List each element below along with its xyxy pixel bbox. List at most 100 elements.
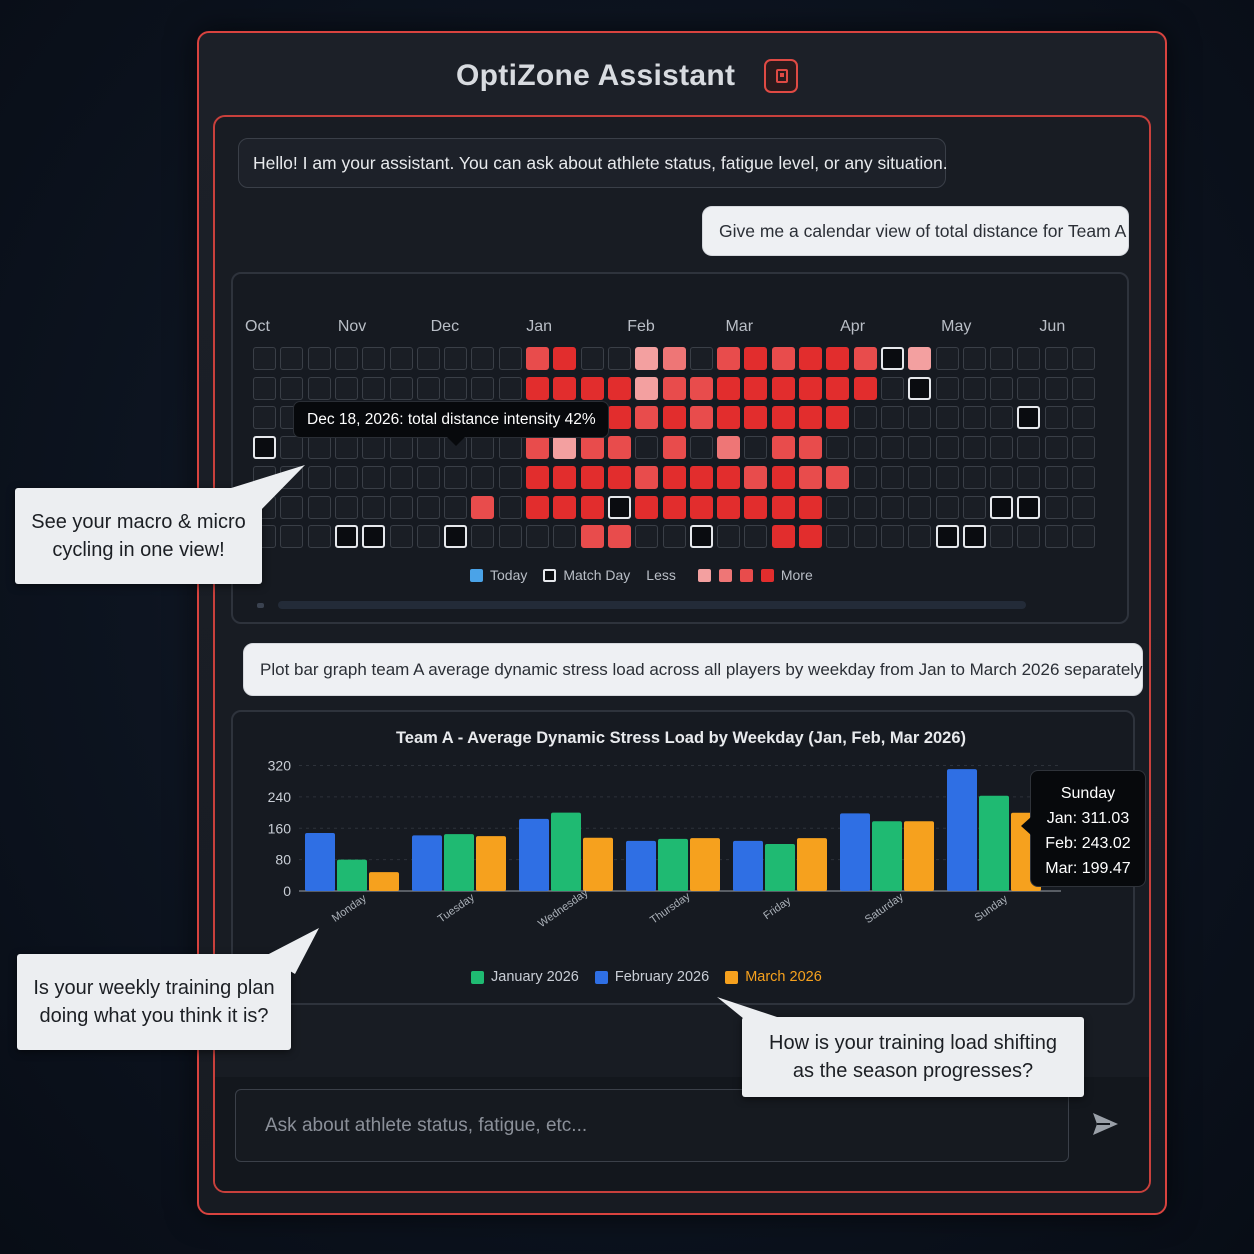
calendar-day-cell[interactable]: [635, 495, 659, 519]
calendar-day-cell[interactable]: [389, 347, 413, 370]
calendar-day-cell[interactable]: [799, 376, 822, 400]
calendar-day-cell[interactable]: [389, 495, 413, 519]
calendar-day-cell[interactable]: [744, 436, 768, 460]
calendar-day-cell[interactable]: [935, 495, 959, 519]
calendar-day-cell[interactable]: [990, 436, 1014, 460]
calendar-day-cell[interactable]: [498, 525, 522, 549]
calendar-day-cell[interactable]: [471, 495, 495, 519]
calendar-day-cell[interactable]: [689, 376, 713, 400]
calendar-day-cell[interactable]: [990, 347, 1014, 370]
calendar-day-cell[interactable]: [607, 465, 631, 489]
calendar-day-cell[interactable]: [471, 436, 495, 460]
calendar-day-cell[interactable]: [362, 376, 386, 400]
calendar-day-cell[interactable]: [1044, 436, 1068, 460]
calendar-day-cell[interactable]: [826, 436, 850, 460]
calendar-day-cell[interactable]: [498, 465, 522, 489]
calendar-day-cell[interactable]: [689, 495, 713, 519]
calendar-day-cell[interactable]: [389, 465, 413, 489]
calendar-day-cell[interactable]: [799, 436, 822, 460]
calendar-day-cell[interactable]: [962, 465, 986, 489]
calendar-day-cell[interactable]: [444, 376, 468, 400]
calendar-day-cell[interactable]: [799, 525, 822, 549]
calendar-day-cell[interactable]: [962, 436, 986, 460]
calendar-day-cell[interactable]: [635, 525, 659, 549]
calendar-day-cell[interactable]: [1017, 436, 1041, 460]
calendar-day-cell[interactable]: [908, 376, 932, 400]
calendar-day-cell[interactable]: [580, 347, 604, 370]
calendar-day-cell[interactable]: [662, 525, 686, 549]
calendar-day-cell[interactable]: [826, 376, 850, 400]
calendar-day-cell[interactable]: [908, 347, 932, 370]
calendar-day-cell[interactable]: [307, 525, 331, 549]
calendar-day-cell[interactable]: [771, 376, 795, 400]
calendar-day-cell[interactable]: [880, 495, 904, 519]
calendar-day-cell[interactable]: [962, 495, 986, 519]
calendar-day-cell[interactable]: [744, 376, 768, 400]
calendar-day-cell[interactable]: [1072, 465, 1095, 489]
calendar-day-cell[interactable]: [990, 465, 1014, 489]
calendar-day-cell[interactable]: [526, 495, 549, 519]
calendar-day-cell[interactable]: [526, 436, 549, 460]
calendar-day-cell[interactable]: [334, 525, 358, 549]
calendar-day-cell[interactable]: [1044, 406, 1068, 430]
calendar-day-cell[interactable]: [389, 376, 413, 400]
calendar-day-cell[interactable]: [771, 436, 795, 460]
calendar-day-cell[interactable]: [471, 347, 495, 370]
calendar-day-cell[interactable]: [1017, 465, 1041, 489]
calendar-day-cell[interactable]: [744, 465, 768, 489]
calendar-day-cell[interactable]: [635, 465, 659, 489]
calendar-day-cell[interactable]: [471, 376, 495, 400]
calendar-day-cell[interactable]: [280, 376, 304, 400]
calendar-day-cell[interactable]: [498, 495, 522, 519]
calendar-day-cell[interactable]: [826, 406, 850, 430]
chat-input[interactable]: [235, 1089, 1069, 1162]
calendar-day-cell[interactable]: [935, 465, 959, 489]
calendar-day-cell[interactable]: [416, 465, 440, 489]
calendar-day-cell[interactable]: [362, 525, 386, 549]
calendar-day-cell[interactable]: [717, 347, 741, 370]
calendar-day-cell[interactable]: [1044, 376, 1068, 400]
calendar-day-cell[interactable]: [1044, 347, 1068, 370]
calendar-day-cell[interactable]: [908, 465, 932, 489]
send-button[interactable]: [1088, 1108, 1122, 1142]
calendar-day-cell[interactable]: [416, 376, 440, 400]
calendar-day-cell[interactable]: [717, 406, 741, 430]
calendar-day-cell[interactable]: [990, 406, 1014, 430]
calendar-day-cell[interactable]: [362, 436, 386, 460]
calendar-day-cell[interactable]: [962, 376, 986, 400]
calendar-day-cell[interactable]: [416, 525, 440, 549]
calendar-day-cell[interactable]: [1072, 406, 1095, 430]
calendar-day-cell[interactable]: [744, 525, 768, 549]
calendar-day-cell[interactable]: [444, 465, 468, 489]
calendar-day-cell[interactable]: [362, 465, 386, 489]
calendar-day-cell[interactable]: [471, 525, 495, 549]
calendar-day-cell[interactable]: [416, 347, 440, 370]
calendar-day-cell[interactable]: [253, 406, 276, 430]
calendar-day-cell[interactable]: [607, 495, 631, 519]
calendar-day-cell[interactable]: [990, 376, 1014, 400]
calendar-day-cell[interactable]: [1044, 465, 1068, 489]
calendar-day-cell[interactable]: [744, 495, 768, 519]
calendar-day-cell[interactable]: [880, 376, 904, 400]
calendar-day-cell[interactable]: [1072, 525, 1095, 549]
calendar-day-cell[interactable]: [880, 347, 904, 370]
calendar-day-cell[interactable]: [498, 347, 522, 370]
calendar-day-cell[interactable]: [853, 465, 877, 489]
calendar-day-cell[interactable]: [908, 406, 932, 430]
calendar-day-cell[interactable]: [607, 376, 631, 400]
calendar-day-cell[interactable]: [990, 525, 1014, 549]
calendar-day-cell[interactable]: [580, 436, 604, 460]
calendar-day-cell[interactable]: [280, 436, 304, 460]
calendar-day-cell[interactable]: [744, 406, 768, 430]
calendar-day-cell[interactable]: [662, 465, 686, 489]
calendar-day-cell[interactable]: [307, 495, 331, 519]
calendar-day-cell[interactable]: [662, 406, 686, 430]
calendar-day-cell[interactable]: [771, 495, 795, 519]
calendar-day-cell[interactable]: [1017, 406, 1041, 430]
calendar-day-cell[interactable]: [1072, 495, 1095, 519]
calendar-day-cell[interactable]: [744, 347, 768, 370]
calendar-day-cell[interactable]: [389, 525, 413, 549]
calendar-day-cell[interactable]: [799, 465, 822, 489]
calendar-day-cell[interactable]: [334, 465, 358, 489]
calendar-day-cell[interactable]: [607, 347, 631, 370]
